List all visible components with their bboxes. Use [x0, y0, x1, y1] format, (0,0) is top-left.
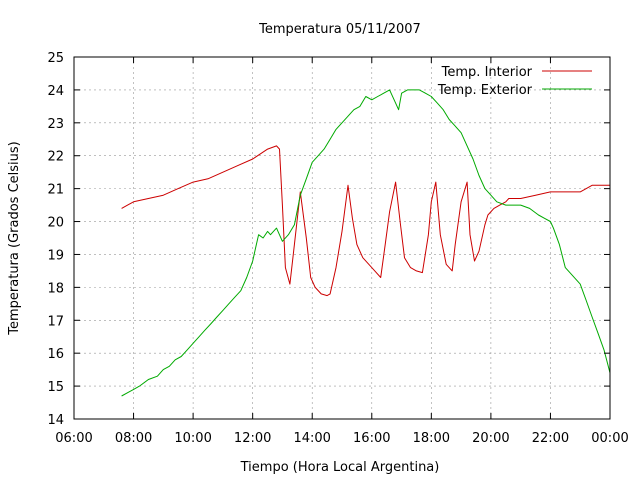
y-tick-label: 18	[47, 281, 64, 296]
y-tick-label: 14	[47, 413, 64, 428]
y-tick-label: 24	[47, 84, 64, 99]
x-tick-label: 20:00	[472, 431, 509, 446]
series-line-interior	[121, 145, 610, 297]
x-axis-label: Tiempo (Hora Local Argentina)	[240, 460, 440, 475]
x-tick-label: 10:00	[174, 431, 211, 446]
series-line-exterior	[121, 89, 611, 397]
x-tick-label: 06:00	[55, 431, 92, 446]
legend: Temp. Interior Temp. Exterior	[437, 65, 592, 98]
x-tick-label: 18:00	[413, 431, 450, 446]
x-tick-label: 00:00	[591, 431, 628, 446]
y-axis-label: Temperatura (Grados Celsius)	[7, 141, 22, 335]
y-tick-label: 16	[47, 347, 64, 362]
y-tick-label: 22	[47, 150, 64, 165]
y-tick-label: 20	[47, 216, 64, 231]
y-tick-label: 21	[47, 183, 64, 198]
x-tick-label: 14:00	[293, 431, 330, 446]
legend-label-exterior: Temp. Exterior	[437, 83, 533, 98]
series-layer	[121, 89, 611, 397]
x-tick-label: 22:00	[532, 431, 569, 446]
tick-layer: 06:00 08:00 10:00 12:00 14:00 16:00 18:00 20:00…	[47, 51, 628, 446]
x-tick-label: 08:00	[115, 431, 152, 446]
plot-frame	[73, 56, 611, 420]
x-tick-label: 16:00	[353, 431, 390, 446]
y-tick-label: 25	[47, 51, 64, 66]
y-tick-label: 23	[47, 117, 64, 132]
y-tick-label: 19	[47, 248, 64, 263]
grid-layer	[74, 57, 610, 419]
x-tick-label: 12:00	[234, 431, 271, 446]
y-tick-label: 17	[47, 314, 64, 329]
legend-label-interior: Temp. Interior	[441, 65, 533, 80]
y-tick-label: 15	[47, 380, 64, 395]
chart-title: Temperatura 05/11/2007	[258, 22, 421, 37]
